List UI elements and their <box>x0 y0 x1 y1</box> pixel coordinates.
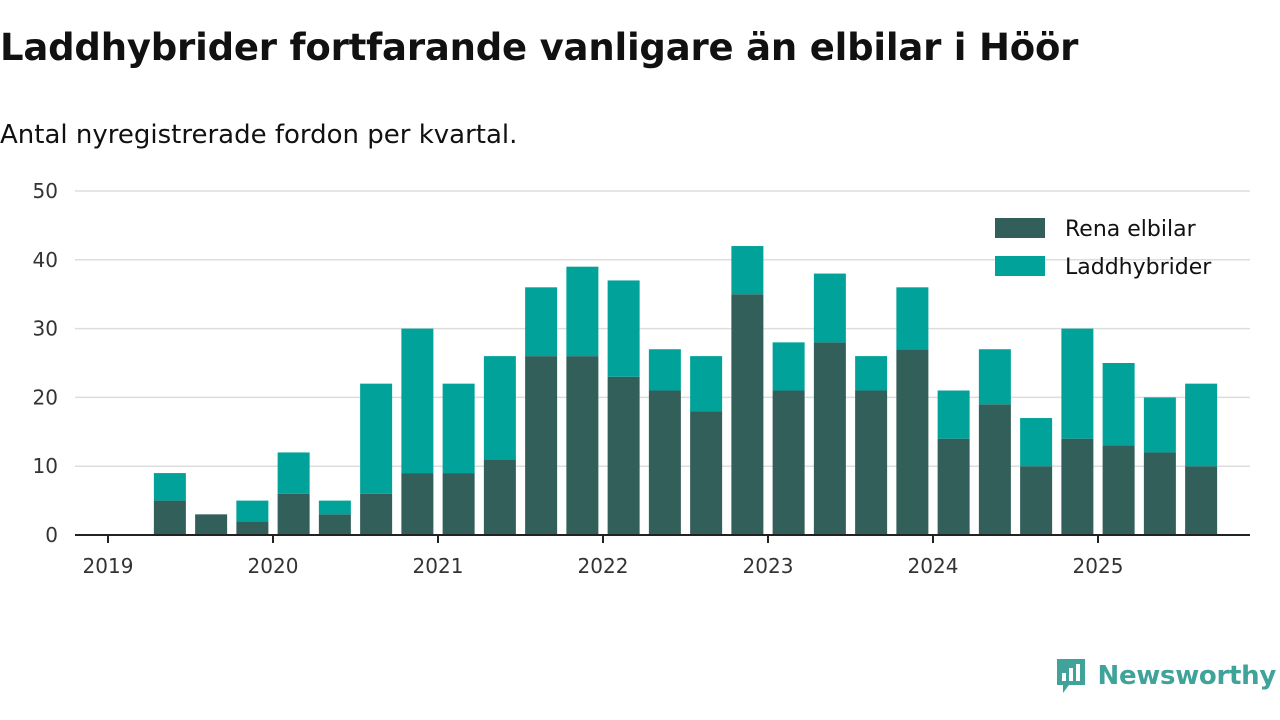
bar-laddhybrider <box>607 280 640 377</box>
bar-laddhybrider <box>566 266 599 357</box>
bar-laddhybrider <box>1185 383 1218 467</box>
newsworthy-icon <box>1056 659 1085 693</box>
bar-elbilar <box>731 294 764 535</box>
bar-elbilar <box>236 521 269 535</box>
bar-laddhybrider <box>855 356 888 391</box>
bar-elbilar <box>483 459 516 535</box>
bars <box>153 246 1218 535</box>
bar-elbilar <box>648 390 681 535</box>
y-tick-label: 10 <box>33 454 58 478</box>
bar-laddhybrider <box>1061 328 1094 439</box>
bar-laddhybrider <box>318 500 351 515</box>
x-tick-label: 2024 <box>908 554 959 578</box>
bar-elbilar <box>690 411 723 535</box>
bar-laddhybrider <box>896 287 929 350</box>
bar-laddhybrider <box>236 500 269 522</box>
bar-elbilar <box>195 514 228 535</box>
bar-elbilar <box>855 390 888 535</box>
x-tick-label: 2020 <box>248 554 299 578</box>
bar-laddhybrider <box>690 356 723 412</box>
bar-laddhybrider <box>360 383 393 494</box>
bar-elbilar <box>442 473 475 535</box>
legend-label-laddhybrider: Laddhybrider <box>1065 255 1212 280</box>
bar-elbilar <box>813 342 846 535</box>
bar-elbilar <box>1020 466 1053 535</box>
bar-laddhybrider <box>731 246 764 295</box>
bar-laddhybrider <box>1143 397 1176 453</box>
y-tick-label: 40 <box>33 248 58 272</box>
bar-laddhybrider <box>401 328 434 474</box>
bar-elbilar <box>937 438 970 535</box>
bar-elbilar <box>566 356 599 535</box>
x-tick-label: 2023 <box>743 554 794 578</box>
bar-laddhybrider <box>648 349 681 391</box>
x-tick-label: 2019 <box>83 554 134 578</box>
bar-laddhybrider <box>1102 363 1135 446</box>
bar-elbilar <box>1061 438 1094 535</box>
legend-label-elbilar: Rena elbilar <box>1065 217 1197 242</box>
bar-elbilar <box>318 514 351 535</box>
bar-laddhybrider <box>772 342 805 391</box>
bar-laddhybrider <box>813 273 846 343</box>
bar-elbilar <box>360 493 393 535</box>
legend: Rena elbilar Laddhybrider <box>995 217 1212 280</box>
y-tick-label: 30 <box>33 317 58 341</box>
bar-laddhybrider <box>937 390 970 439</box>
x-tick-label: 2021 <box>413 554 464 578</box>
chart-subtitle: Antal nyregistrerade fordon per kvartal. <box>0 120 518 150</box>
bar-elbilar <box>153 500 186 535</box>
bar-laddhybrider <box>153 473 186 501</box>
bar-laddhybrider <box>525 287 558 357</box>
bar-elbilar <box>277 493 310 535</box>
bar-elbilar <box>772 390 805 535</box>
y-axis-ticks: 0 10 20 30 40 50 <box>33 179 58 547</box>
bar-elbilar <box>1102 445 1135 535</box>
bar-laddhybrider <box>483 356 516 460</box>
bar-laddhybrider <box>442 383 475 474</box>
bar-elbilar <box>401 473 434 535</box>
bar-elbilar <box>896 349 929 535</box>
bar-elbilar <box>607 376 640 535</box>
bar-laddhybrider <box>1020 418 1053 467</box>
y-tick-label: 0 <box>45 523 58 547</box>
brand-logo: Newsworthy <box>1054 656 1276 696</box>
brand-name: Newsworthy <box>1097 661 1277 691</box>
legend-swatch-laddhybrider <box>995 256 1045 276</box>
bar-elbilar <box>525 356 558 535</box>
bar-elbilar <box>978 404 1011 535</box>
legend-swatch-elbilar <box>995 218 1045 238</box>
y-tick-label: 20 <box>33 385 58 409</box>
x-axis-ticks: 2019 2020 2021 2022 2023 2024 2025 <box>83 535 1124 578</box>
x-tick-label: 2022 <box>578 554 629 578</box>
bar-laddhybrider <box>277 452 310 494</box>
bar-elbilar <box>1185 466 1218 535</box>
x-tick-label: 2025 <box>1073 554 1124 578</box>
y-tick-label: 50 <box>33 179 58 203</box>
bar-elbilar <box>1143 452 1176 535</box>
bar-laddhybrider <box>978 349 1011 405</box>
chart-title: Laddhybrider fortfarande vanligare än el… <box>0 26 1079 69</box>
